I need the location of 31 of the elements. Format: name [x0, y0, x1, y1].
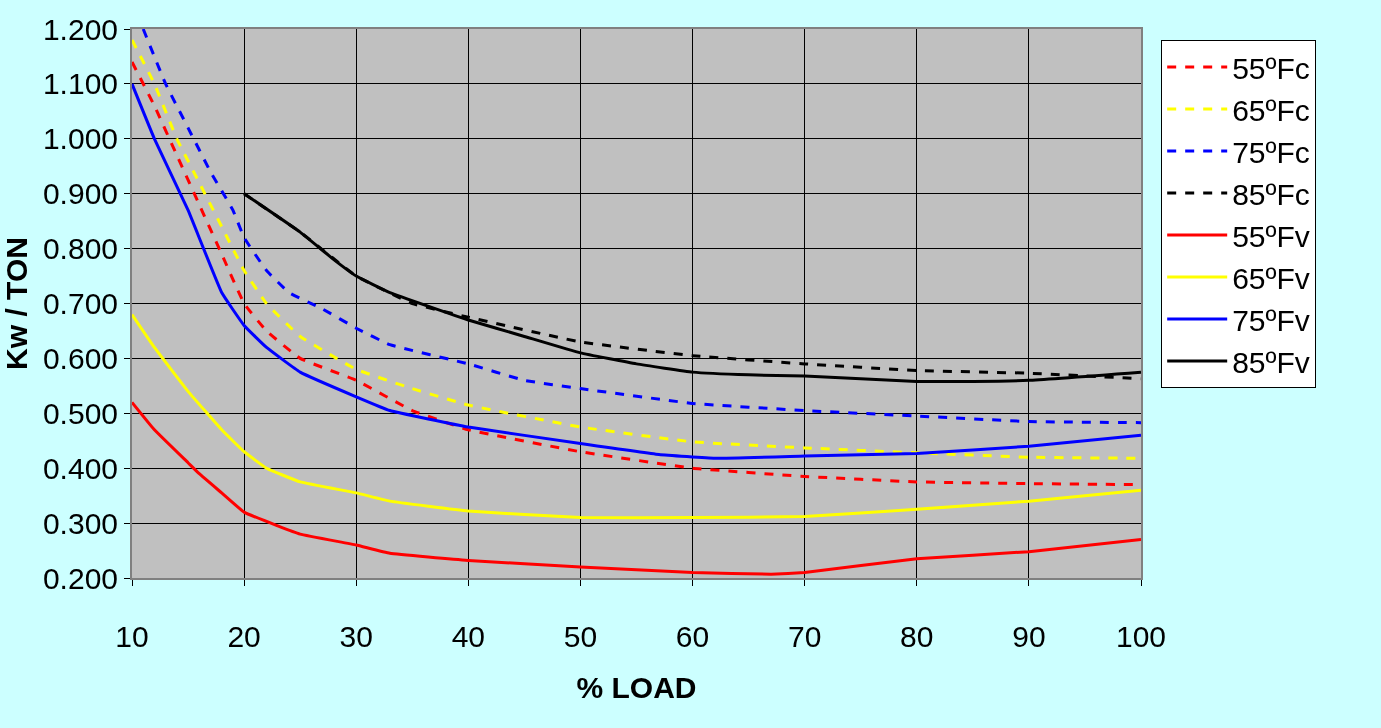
- x-tick-label: 50: [563, 620, 598, 653]
- x-tick-label: 60: [675, 620, 710, 653]
- legend-label: 65ºFv: [1232, 261, 1310, 295]
- y-tick-label: 0.200: [42, 561, 118, 595]
- x-tick-label: 90: [1012, 620, 1046, 653]
- x-tick-label: 10: [115, 620, 149, 653]
- legend-label: 55ºFc: [1232, 51, 1310, 85]
- x-tick-label: 70: [787, 620, 822, 653]
- x-tick-label: 80: [900, 620, 934, 653]
- x-tick-label: 40: [451, 620, 486, 653]
- legend-label: 75ºFv: [1232, 303, 1310, 337]
- legend-label: 85ºFc: [1232, 177, 1310, 211]
- legend-label: 55ºFv: [1232, 219, 1310, 253]
- y-tick-label: 1.200: [42, 12, 118, 46]
- x-tick-label: 20: [227, 620, 261, 653]
- y-tick-label: 1.100: [42, 67, 118, 101]
- y-tick-label: 1.000: [42, 122, 118, 156]
- legend-label: 65ºFc: [1232, 93, 1310, 127]
- y-tick-label: 0.300: [42, 506, 118, 540]
- y-tick-label: 0.600: [42, 341, 118, 375]
- y-tick-label: 0.700: [42, 287, 118, 320]
- y-tick-label: 0.900: [42, 177, 118, 211]
- legend-label: 85ºFv: [1232, 345, 1310, 379]
- y-tick-label: 0.800: [42, 232, 118, 266]
- x-tick-label: 30: [339, 620, 373, 653]
- y-axis-title: Kw / TON: [0, 237, 33, 370]
- x-axis-title: % LOAD: [576, 671, 697, 704]
- y-tick-label: 0.400: [42, 451, 118, 485]
- legend-label: 75ºFc: [1232, 135, 1310, 169]
- y-tick-label: 0.500: [42, 396, 118, 430]
- x-tick-label: 100: [1115, 620, 1167, 653]
